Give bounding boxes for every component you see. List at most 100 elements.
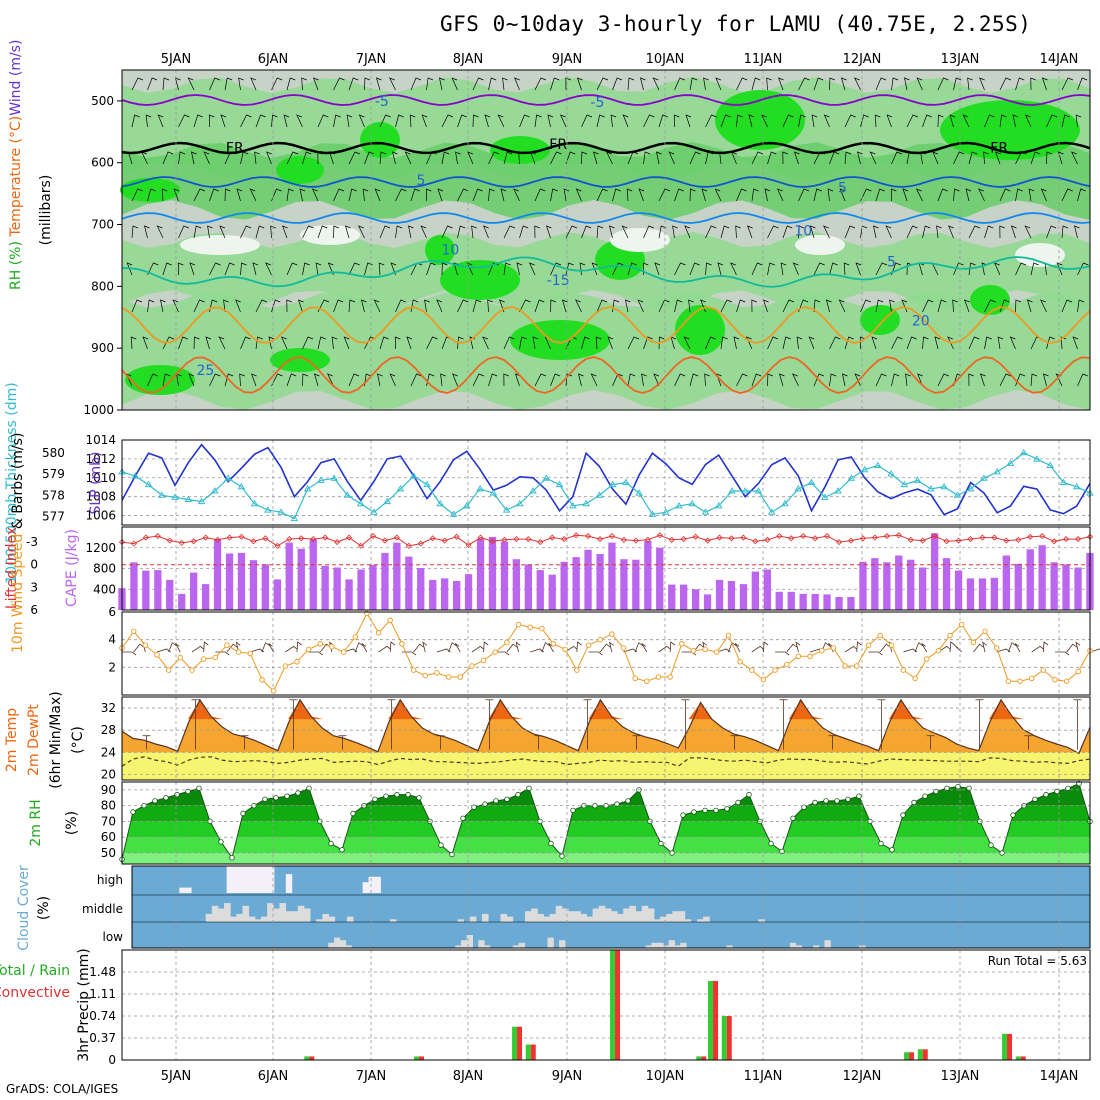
wind-barb-10m — [1055, 651, 1070, 656]
wind-barb — [689, 373, 699, 387]
wind-speed-marker — [352, 634, 359, 640]
wind-barb — [472, 299, 482, 313]
wind-barb — [528, 262, 536, 276]
wind-barb — [471, 225, 477, 239]
wind-barb — [751, 299, 757, 313]
wind-barb — [240, 225, 252, 239]
wind-barb — [891, 336, 903, 350]
wind-barb — [178, 336, 188, 350]
wind-barb — [193, 299, 205, 313]
li-marker — [238, 533, 245, 540]
cape-tick-label: 800 — [93, 562, 116, 576]
wind-barb — [844, 225, 856, 239]
wind-barb — [379, 336, 389, 350]
rh-marker — [416, 795, 422, 801]
cloud-cell-middle — [531, 908, 538, 922]
wind-barb — [643, 225, 654, 239]
wind-barb — [441, 262, 448, 276]
wind-barb — [654, 262, 661, 276]
cloud-cell-middle — [205, 913, 213, 922]
wind-barb — [885, 225, 892, 239]
wind-barb — [377, 373, 383, 387]
rh-marker — [1010, 812, 1016, 818]
wind-barb — [1015, 188, 1023, 202]
panel-frame — [121, 526, 1091, 611]
precip-total-bar — [525, 1044, 531, 1060]
li-marker — [166, 537, 173, 544]
precip-conv-bar — [726, 1016, 732, 1060]
wind-barb-10m — [203, 641, 209, 653]
wind-barb — [145, 114, 152, 128]
li-marker — [931, 532, 938, 540]
wind-speed-marker — [305, 646, 312, 653]
wind-barb — [550, 299, 557, 313]
wind-barb — [286, 373, 297, 387]
cloud-cell-middle — [580, 913, 587, 922]
cloud-cell-low — [466, 935, 473, 948]
wind-barb — [936, 225, 942, 239]
profile-axis-label: RH (%) Temperature (°C)Wind (m/s) — [8, 40, 24, 290]
cloud-cell-middle — [568, 911, 575, 922]
wind-barb-10m — [641, 643, 648, 653]
rh-tick-label: 90 — [101, 783, 116, 797]
label-part: & Barbs (m/s) — [10, 433, 26, 530]
wind-speed-marker — [632, 675, 638, 682]
wind-barb — [840, 77, 847, 91]
y-tick-label: 1000 — [83, 403, 114, 417]
wind-barb — [904, 77, 910, 91]
wind-barb — [993, 262, 1001, 276]
wind-speed-marker — [702, 646, 708, 653]
wind-barb — [735, 225, 741, 239]
label-part: RH (%) — [8, 241, 24, 290]
thickness-marker — [595, 491, 604, 498]
wind-barb — [472, 373, 485, 387]
panel-frame — [121, 69, 1091, 411]
wind-barb — [266, 151, 272, 165]
li-marker — [226, 534, 233, 541]
contour-label: 5 — [417, 173, 426, 189]
cape-bar — [775, 591, 783, 610]
thickness-marker — [608, 480, 617, 488]
wind-barb — [748, 114, 755, 128]
wind-speed-marker — [993, 645, 1000, 651]
wind-barb — [922, 225, 931, 239]
wind-barb — [684, 225, 691, 239]
wind-barb-10m — [471, 645, 485, 653]
wind-barb — [426, 77, 434, 91]
cloud-cell-middle — [555, 905, 563, 922]
thickness-marker — [197, 497, 206, 505]
rh-blob — [510, 320, 610, 360]
cloud-cell-high — [374, 876, 381, 893]
thickness-marker — [516, 499, 524, 507]
panel-frame — [121, 949, 1091, 1061]
wind-barb — [1030, 373, 1038, 387]
rh-dry-patch — [610, 228, 670, 252]
wind-speed-marker — [340, 649, 347, 655]
wind-barb — [286, 262, 298, 276]
wind-barb — [1070, 151, 1078, 165]
wind-barb — [979, 373, 986, 387]
li-marker — [477, 534, 484, 541]
thickness-marker — [211, 487, 219, 494]
cape-bar — [811, 593, 819, 610]
wind-barb — [420, 225, 427, 239]
thickness-marker — [1059, 478, 1068, 485]
wind-barb — [875, 77, 887, 91]
cloud-cell-high — [268, 866, 275, 893]
li-marker — [501, 536, 508, 543]
wind-barb — [1015, 299, 1022, 313]
wind-speed-marker — [620, 645, 627, 651]
wind-barb — [592, 151, 599, 165]
wind-speed-marker — [585, 642, 592, 648]
cape-bar — [668, 584, 676, 610]
wind-barb — [999, 114, 1007, 128]
wind-barb — [193, 336, 200, 350]
wind-barb-10m — [734, 643, 741, 653]
wind-speed-marker — [480, 657, 487, 664]
wind-barb — [317, 225, 328, 239]
rh-marker — [658, 840, 664, 847]
wind-barb — [156, 225, 164, 239]
precip-tick-label: 0.37 — [89, 1031, 116, 1045]
wind-barb — [875, 188, 885, 202]
wind-barb — [979, 77, 985, 91]
